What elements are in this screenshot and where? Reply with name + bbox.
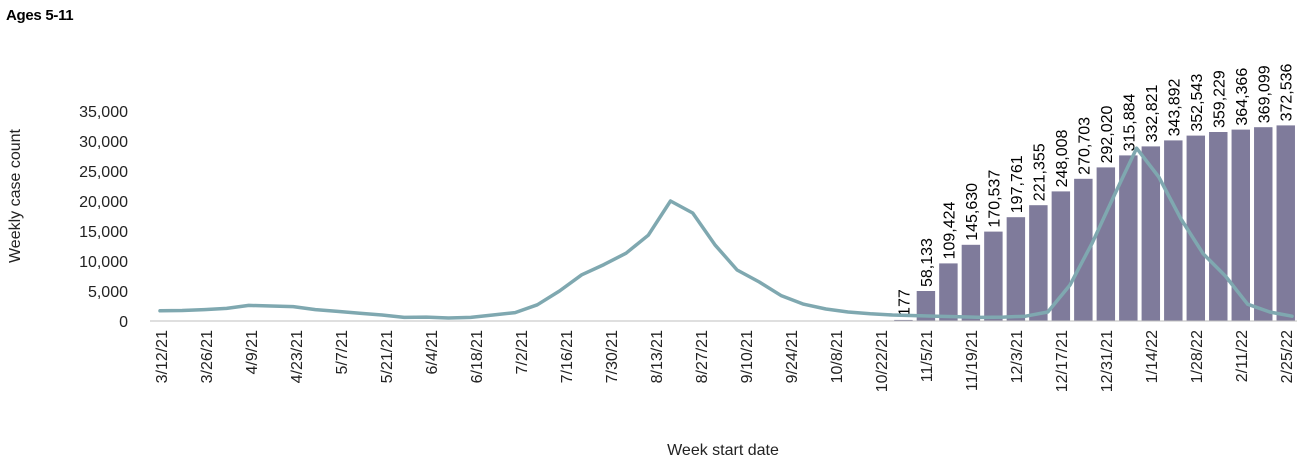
x-tick-label: 4/23/21 [289, 330, 306, 383]
bar-data-label: 372,536 [1279, 63, 1296, 121]
bar [1276, 125, 1295, 322]
x-tick-label: 5/21/21 [379, 330, 396, 383]
bar-data-label: 364,366 [1234, 68, 1251, 126]
x-tick-label: 1/28/22 [1189, 330, 1206, 383]
x-tick-label: 2/11/22 [1234, 330, 1251, 382]
x-tick-label: 11/19/21 [964, 330, 981, 391]
bar [1074, 178, 1093, 321]
x-tick-label: 6/18/21 [469, 330, 486, 383]
bar [984, 231, 1003, 321]
y-tick-label: 10,000 [79, 254, 128, 271]
bar [1096, 167, 1116, 321]
x-tick-label: 12/31/21 [1099, 330, 1116, 392]
bar [1254, 127, 1273, 321]
bar-data-label: 359,229 [1211, 70, 1228, 128]
y-tick-label: 20,000 [79, 194, 128, 211]
x-tick-label: 1/14/22 [1144, 330, 1161, 383]
y-tick-label: 35,000 [79, 104, 128, 121]
x-tick-label: 9/10/21 [739, 330, 756, 383]
x-tick-label: 12/3/21 [1009, 330, 1026, 383]
x-tick-label: 12/17/21 [1054, 330, 1071, 392]
bar-data-label: 109,424 [941, 201, 958, 259]
y-tick-label: 25,000 [79, 164, 128, 181]
bar [939, 263, 958, 321]
bar-data-label: 221,355 [1031, 143, 1048, 201]
x-tick-label: 4/9/21 [244, 330, 261, 375]
y-tick-label: 5,000 [88, 284, 128, 301]
x-tick-label: 5/7/21 [334, 330, 351, 375]
y-tick-label: 0 [119, 314, 128, 331]
bar [916, 291, 936, 321]
bar-data-label: 177 [896, 289, 913, 316]
bar-data-label: 197,761 [1009, 155, 1026, 213]
x-tick-label: 9/24/21 [784, 330, 801, 383]
weekly-case-line [158, 146, 1294, 320]
bar-data-label: 315,884 [1121, 93, 1138, 151]
bar-data-label: 248,008 [1054, 129, 1071, 187]
bar-data-label: 343,892 [1166, 78, 1183, 136]
bar-data-label: 292,020 [1099, 105, 1116, 163]
x-tick-label: 3/26/21 [199, 330, 216, 383]
x-tick-label: 7/16/21 [559, 330, 576, 383]
x-tick-label: 8/13/21 [649, 330, 666, 383]
bar [1164, 140, 1183, 321]
bar-data-label: 369,099 [1256, 65, 1273, 123]
bar-data-label: 270,703 [1076, 117, 1093, 175]
bar-data-label: 170,537 [986, 170, 1003, 228]
x-tick-label: 11/5/21 [919, 330, 936, 382]
bar [1006, 217, 1026, 321]
bar-data-label: 352,543 [1189, 74, 1206, 132]
bar [1231, 129, 1250, 321]
bar [1186, 135, 1206, 321]
bar [1119, 155, 1138, 321]
x-tick-label: 10/22/21 [874, 330, 891, 392]
bar-data-label: 332,821 [1144, 84, 1161, 142]
bar [1141, 146, 1161, 321]
x-tick-label: 6/4/21 [424, 330, 441, 375]
bar [894, 319, 913, 321]
y-axis: 0 5,000 10,000 15,000 20,000 25,000 30,000 35,0… [79, 104, 128, 331]
bar [1209, 132, 1228, 321]
x-tick-label: 3/12/21 [154, 330, 171, 383]
x-tick-label: 7/30/21 [604, 330, 621, 383]
bar-data-labels: 177 58,133 109,424 145,630 170,537 197,761 221… [896, 63, 1295, 315]
x-axis-label: Week start date [667, 442, 779, 459]
x-tick-label: 2/25/22 [1279, 330, 1296, 383]
x-tick-label: 8/27/21 [694, 330, 711, 383]
bar-data-label: 145,630 [964, 183, 981, 241]
bar-data-label: 58,133 [919, 238, 936, 287]
y-tick-label: 30,000 [79, 134, 128, 151]
chart-title: Ages 5-11 [6, 7, 74, 24]
bar [961, 244, 981, 321]
x-tick-label: 10/8/21 [829, 330, 846, 383]
bar [1029, 205, 1048, 321]
y-axis-label: Weekly case count [7, 128, 24, 263]
x-axis: 3/12/21 3/26/21 4/9/21 4/23/21 5/7/21 5/21/21… [154, 330, 1296, 392]
y-tick-label: 15,000 [79, 224, 128, 241]
x-tick-label: 7/2/21 [514, 330, 531, 375]
